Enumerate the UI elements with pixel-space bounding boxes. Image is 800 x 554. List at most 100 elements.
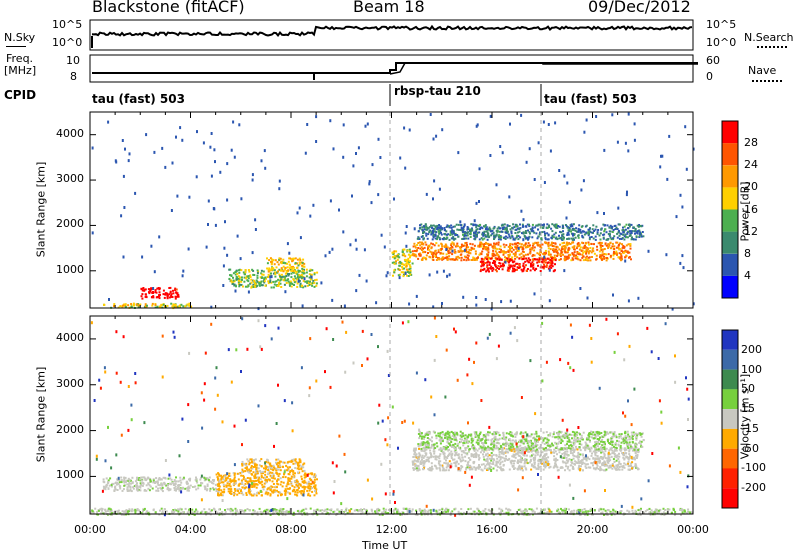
data-cell (455, 223, 458, 226)
data-cell (621, 246, 624, 249)
data-cell (159, 487, 162, 490)
data-cell (504, 451, 507, 454)
data-cell (112, 482, 115, 485)
data-cell (620, 238, 623, 240)
data-cell (247, 490, 250, 493)
data-cell (434, 252, 437, 255)
data-cell (530, 229, 533, 232)
data-cell (279, 493, 282, 496)
data-cell (412, 467, 415, 470)
data-cell (304, 486, 307, 489)
data-cell (264, 468, 267, 471)
data-cell (237, 281, 240, 284)
data-cell (417, 443, 420, 446)
data-cell (290, 483, 293, 486)
data-cell (249, 276, 252, 278)
data-cell (218, 487, 221, 490)
data-cell (263, 482, 266, 485)
data-cell (509, 253, 511, 256)
data-cell (288, 480, 291, 483)
data-cell (570, 237, 573, 240)
data-cell (518, 439, 521, 442)
data-cell (252, 466, 255, 468)
scatter-cell (115, 160, 118, 164)
data-cell (256, 483, 259, 486)
data-cell (494, 250, 497, 253)
data-cell (120, 481, 123, 484)
data-cell (489, 462, 491, 465)
data-cell (466, 257, 469, 260)
data-cell (587, 241, 590, 244)
data-cell (138, 304, 140, 307)
data-cell (573, 439, 575, 442)
data-cell (570, 259, 573, 262)
data-cell (254, 476, 257, 479)
data-cell (238, 483, 241, 486)
data-cell (286, 266, 289, 269)
data-cell (618, 466, 621, 468)
data-cell (527, 238, 529, 241)
data-cell (599, 244, 602, 247)
data-cell (513, 450, 516, 453)
data-cell (521, 270, 524, 273)
scatter-cell (122, 174, 125, 178)
data-cell (532, 456, 535, 459)
data-cell (292, 278, 295, 281)
data-cell (237, 490, 240, 493)
scatter-cell (176, 194, 179, 198)
data-cell (437, 462, 440, 465)
scatter-cell (226, 198, 229, 202)
data-cell (605, 447, 608, 450)
scatter-cell (625, 193, 628, 197)
data-cell (291, 484, 294, 487)
data-cell (573, 431, 576, 434)
data-cell (578, 460, 581, 463)
data-cell (547, 250, 550, 253)
scatter-cell (413, 227, 416, 231)
data-cell (274, 467, 276, 470)
scatter-cell (209, 145, 212, 149)
scatter-cell (380, 233, 383, 237)
data-cell (544, 261, 547, 264)
data-cell (625, 452, 628, 455)
data-cell (257, 467, 260, 470)
data-cell (127, 477, 130, 480)
data-cell (263, 280, 266, 283)
data-cell (136, 489, 139, 492)
data-cell (459, 458, 462, 461)
data-cell (503, 226, 506, 229)
data-cell (242, 271, 245, 274)
data-cell (522, 449, 525, 452)
data-cell (628, 230, 631, 233)
data-cell (526, 454, 528, 457)
data-cell (179, 484, 182, 487)
data-cell (439, 238, 441, 241)
data-cell (535, 435, 538, 438)
data-cell (621, 468, 624, 471)
scatter-cell (123, 206, 126, 209)
data-cell (298, 468, 301, 471)
data-cell (492, 453, 495, 456)
data-cell (260, 269, 263, 272)
data-cell (427, 246, 429, 249)
data-cell (486, 446, 489, 449)
data-cell (527, 242, 530, 245)
data-cell (265, 481, 268, 484)
data-cell (275, 266, 278, 269)
data-cell (168, 296, 171, 299)
data-cell (260, 284, 263, 287)
data-cell (474, 223, 477, 226)
data-cell (494, 254, 497, 257)
data-cell (493, 238, 495, 240)
data-cell (632, 447, 635, 450)
data-cell (584, 256, 587, 259)
data-cell (582, 251, 585, 254)
data-cell (557, 469, 560, 472)
data-cell (573, 248, 576, 251)
data-cell (473, 449, 476, 452)
data-cell (422, 250, 425, 253)
scatter-cell (368, 182, 371, 186)
data-cell (284, 267, 287, 269)
scatter-cell (484, 298, 487, 301)
data-cell (533, 254, 536, 257)
